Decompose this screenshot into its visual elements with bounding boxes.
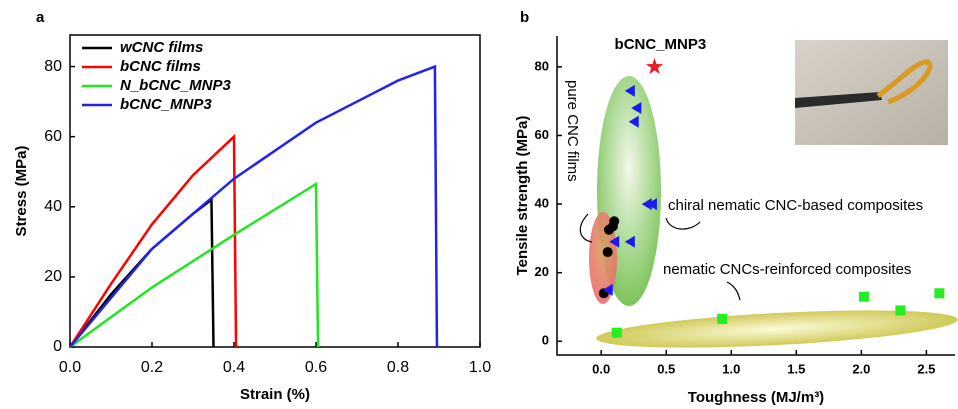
point [602,247,613,258]
y-tick-label: 20 [535,264,549,279]
point [858,291,869,302]
point [717,313,728,324]
legend-label: bCNC_MNP3 [120,96,212,113]
x-axis-title: Toughness (MJ/m³) [688,389,824,406]
y-tick-label: 80 [535,58,549,73]
photo-inset [795,40,948,145]
nematic-region [596,310,958,348]
x-tick-label: 0.0 [592,361,610,376]
legend-label: bCNC films [120,58,201,75]
x-tick-label: 1.5 [787,361,805,376]
x-tick-label: 0.2 [141,359,163,376]
point [645,57,664,75]
y-axis-title: Tensile strength (MPa) [514,116,531,276]
y-tick-label: 0 [542,333,549,348]
point [611,327,622,338]
chart: a Stress (MPa) Strain (%) 0.0 0.2 0.4 0.6 0.8 1.… [13,9,491,403]
panel-label: b [520,9,529,26]
point-label: bCNC_MNP3 [615,36,707,53]
y-tick-label: 60 [535,127,549,142]
chart: b Tensile strength (MPa) Toughness (MJ/m³)… [514,9,955,406]
x-tick-label: 1.0 [469,359,491,376]
y-tick-label: 60 [44,128,62,145]
x-tick-label: 2.0 [852,361,870,376]
point [624,235,635,248]
point [641,198,652,211]
point [628,115,639,128]
point [609,216,620,227]
point [895,305,906,316]
arrow [665,217,701,230]
y-axis-title: Stress (MPa) [13,146,30,237]
y-tick-label: 40 [535,196,549,211]
legend-label: N_bCNC_MNP3 [120,77,232,94]
x-tick-label: 2.5 [917,361,935,376]
x-tick-label: 0.0 [59,359,81,376]
y-tick-label: 20 [44,268,62,285]
point [646,198,657,211]
annotation: pure CNC films [564,80,581,182]
point [624,84,635,97]
x-axis-title: Strain (%) [240,386,310,403]
y-tick-label: 40 [44,198,62,215]
panel-label: a [36,9,45,26]
line [69,197,215,348]
pure-cnc-region [589,212,617,304]
plot-frame [69,34,481,348]
decoration [579,40,958,348]
legend-label: wCNC films [120,39,203,56]
x-tick-label: 0.4 [223,359,245,376]
arrow [579,213,593,243]
line [69,181,320,349]
y-tick-label: 80 [44,58,62,75]
tweezers [795,92,882,108]
x-tick-label: 0.8 [387,359,409,376]
point [631,102,642,115]
point [602,283,613,296]
x-tick-label: 1.0 [722,361,740,376]
line [68,133,238,348]
x-tick-label: 0.6 [305,359,327,376]
arrow [726,281,741,301]
x-tick-label: 0.5 [657,361,675,376]
point [609,235,620,248]
film [876,59,933,105]
annotation: nematic CNCs-reinforced composites [663,261,911,278]
line [69,64,439,348]
annotation: chiral nematic CNC-based composites [668,197,923,214]
point [934,288,945,299]
y-tick-label: 0 [53,338,62,355]
axes [556,36,955,356]
